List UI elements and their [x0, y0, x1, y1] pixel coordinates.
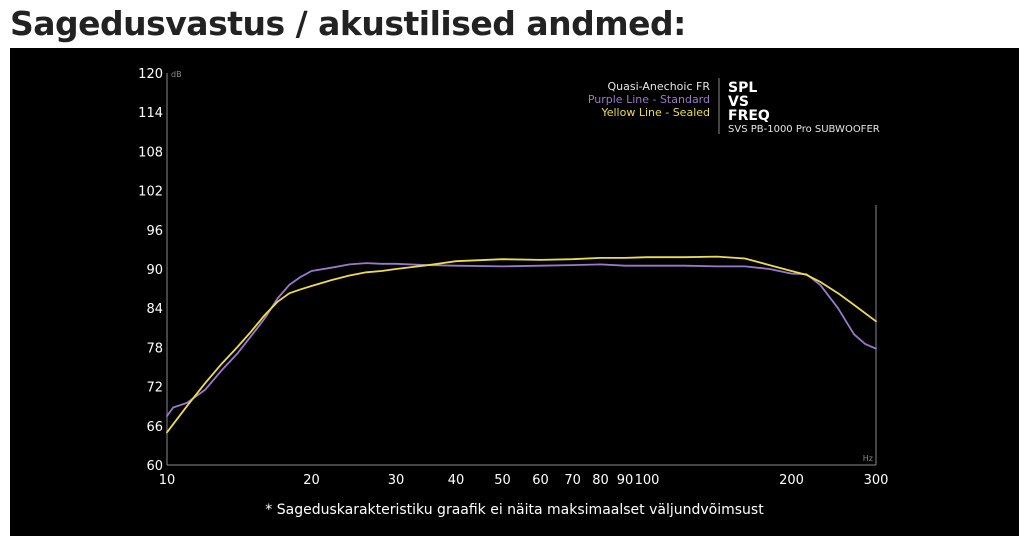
series-line-yellow	[166, 255, 877, 434]
x-tick-label: 20	[303, 473, 320, 488]
x-tick-label: 40	[448, 473, 465, 488]
x-unit-label: Hz	[863, 454, 873, 463]
x-tick-label: 90	[617, 473, 634, 488]
y-tick-label: 60	[146, 459, 163, 474]
series-layer	[166, 255, 877, 434]
legend: Quasi-Anechoic FR Purple Line - Standard…	[588, 78, 880, 135]
x-tick-label: 30	[388, 473, 405, 488]
x-tick-label: 100	[635, 473, 660, 488]
y-tick-label: 114	[138, 106, 163, 121]
y-unit-label: dB	[171, 70, 182, 79]
chart-footnote: * Sageduskarakteristiku graafik ei näita…	[265, 502, 764, 518]
x-tick-label: 60	[532, 473, 549, 488]
x-tick-label: 50	[494, 473, 511, 488]
y-tick-label: 84	[146, 302, 163, 317]
legend-heading: Quasi-Anechoic FR	[608, 80, 711, 93]
y-tick-label: 78	[146, 341, 163, 356]
y-tick-label: 120	[138, 67, 163, 82]
x-tick-label: 70	[564, 473, 581, 488]
badge-word-freq: FREQ	[728, 108, 770, 124]
y-tick-label: 102	[138, 185, 163, 200]
legend-entry-yellow: Yellow Line - Sealed	[600, 106, 710, 119]
y-tick-label: 96	[146, 224, 163, 239]
x-tick-label: 10	[159, 473, 176, 488]
badge-word-vs: VS	[728, 94, 749, 110]
badge-product-name: SVS PB-1000 Pro SUBWOOFER	[728, 124, 880, 135]
badge-word-spl: SPL	[728, 80, 757, 96]
y-tick-label: 90	[146, 263, 163, 278]
axes-layer: 60 66 72 78 84 90 96 102 108 114 120 10 20 30 40 50 60 70…	[138, 67, 888, 488]
x-tick-label: 200	[779, 473, 804, 488]
y-tick-label: 66	[146, 420, 163, 435]
legend-entry-purple: Purple Line - Standard	[588, 93, 710, 106]
page-title: Sagedusvastus / akustilised andmed:	[10, 4, 686, 43]
frequency-response-chart: 60 66 72 78 84 90 96 102 108 114 120 10 20 30 40 50 60 70…	[10, 48, 1019, 536]
chart-svg: 60 66 72 78 84 90 96 102 108 114 120 10 20 30 40 50 60 70…	[138, 67, 888, 488]
y-tick-label: 72	[146, 381, 163, 396]
x-tick-label: 300	[864, 473, 889, 488]
series-line-purple	[166, 262, 877, 417]
x-tick-label: 80	[592, 473, 609, 488]
y-tick-label: 108	[138, 145, 163, 160]
